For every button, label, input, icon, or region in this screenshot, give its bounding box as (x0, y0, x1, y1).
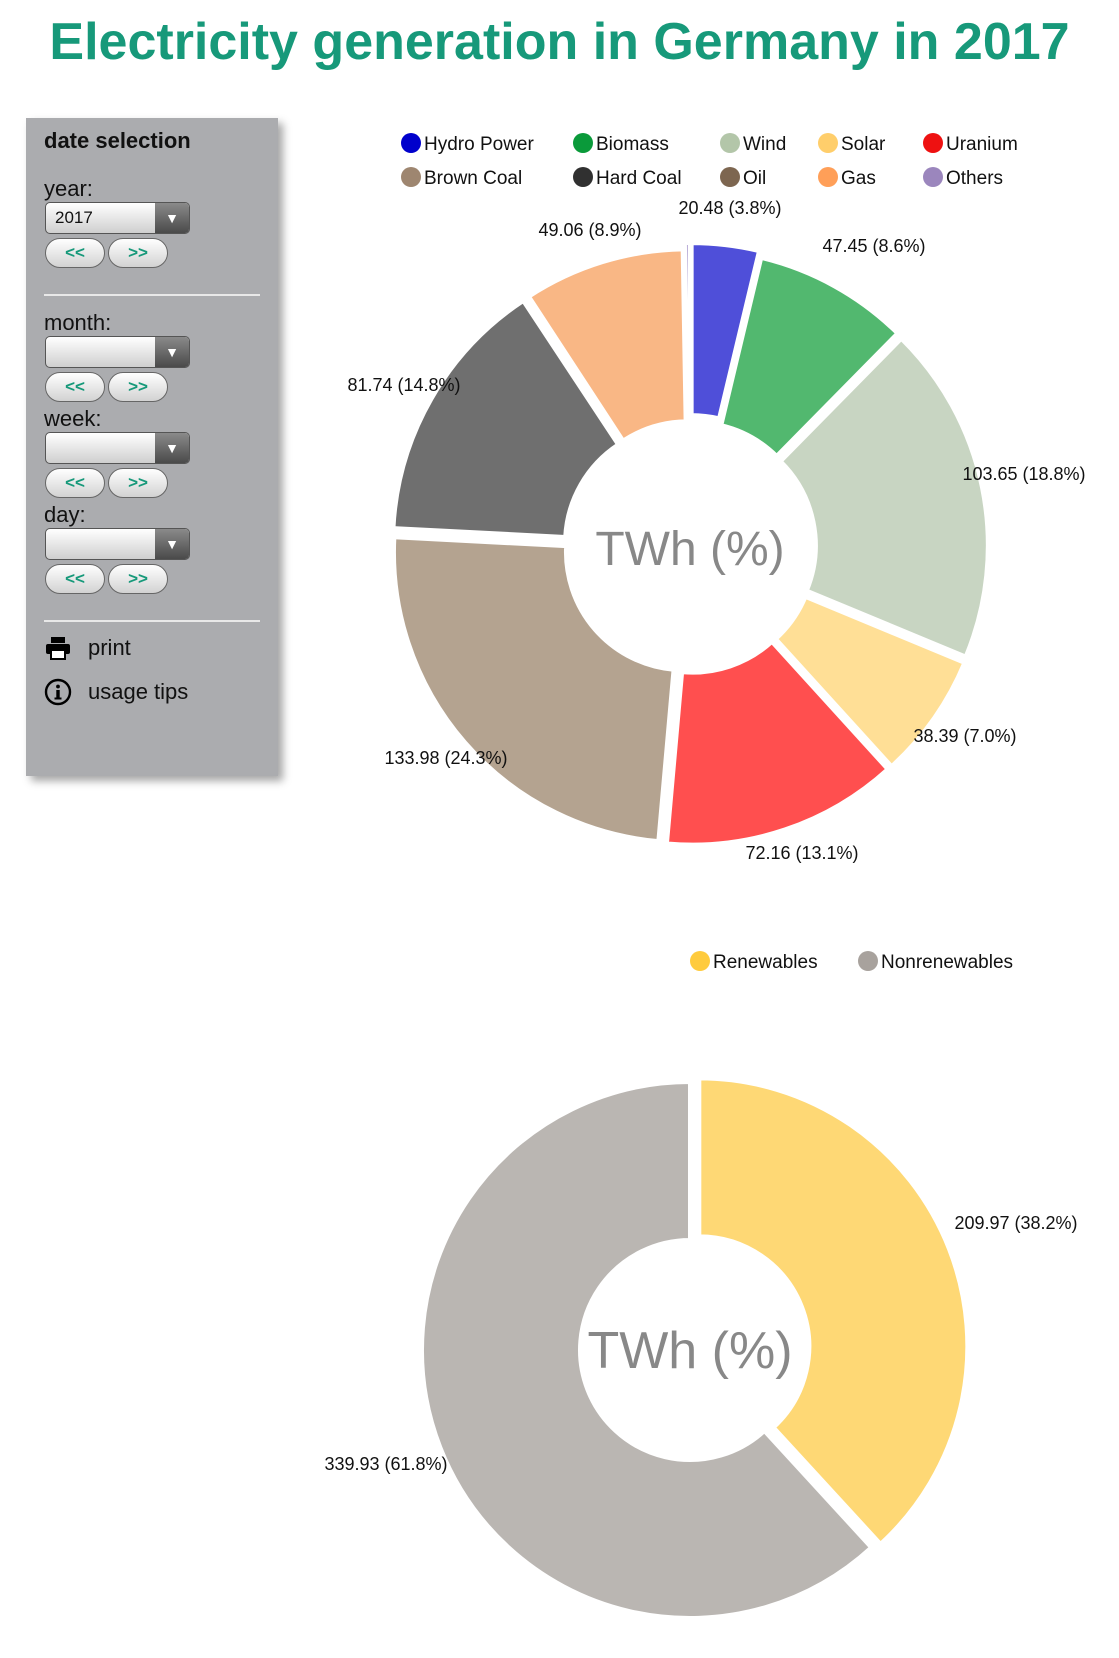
legend-swatch (401, 133, 421, 153)
month-select[interactable]: ▼ (45, 336, 190, 368)
page-title: Electricity generation in Germany in 201… (49, 13, 1070, 71)
data-label-hydro-power: 20.48 (3.8%) (678, 198, 781, 218)
legend-item-solar[interactable]: Solar (818, 133, 886, 155)
data-label-hard-coal: 81.74 (14.8%) (347, 375, 460, 395)
legend-label: Solar (841, 134, 886, 155)
legend-label: Others (946, 168, 1003, 189)
month-next-button[interactable]: >> (108, 372, 168, 402)
legend-swatch (401, 167, 421, 187)
slice-solar[interactable] (773, 594, 967, 769)
data-label-wind: 103.65 (18.8%) (962, 464, 1085, 484)
year-select-value: 2017 (55, 208, 93, 227)
info-icon (44, 678, 72, 706)
data-label-nonrenewables: 339.93 (61.8%) (324, 1454, 447, 1474)
year-next-button[interactable]: >> (108, 238, 168, 268)
legend-item-biomass[interactable]: Biomass (573, 133, 669, 155)
week-label: week: (44, 406, 102, 431)
slice-hydro-power[interactable] (689, 241, 762, 421)
legend-swatch (720, 133, 740, 153)
printer-icon (44, 634, 72, 662)
slice-gas[interactable] (527, 247, 688, 443)
legend-swatch (573, 133, 593, 153)
legend-label: Uranium (946, 134, 1018, 155)
slice-brown-coal[interactable] (391, 535, 676, 844)
legend-label: Oil (743, 168, 766, 189)
week-next-button[interactable]: >> (108, 468, 168, 498)
legend-item-others[interactable]: Others (923, 167, 1003, 189)
legend-item-brown-coal[interactable]: Brown Coal (401, 167, 522, 189)
divider (44, 620, 260, 622)
year-label: year: (44, 176, 93, 201)
usage-tips-label: usage tips (88, 679, 189, 704)
slice-renewables[interactable] (697, 1076, 970, 1546)
slice-wind[interactable] (778, 336, 990, 659)
legend-label: Wind (743, 134, 786, 155)
month-label: month: (44, 310, 112, 335)
legend-swatch (573, 167, 593, 187)
week-prev-button[interactable]: << (45, 468, 105, 498)
date-selection-title: date selection (44, 128, 191, 153)
legend-label: Nonrenewables (881, 952, 1013, 973)
legend-label: Renewables (713, 952, 818, 973)
divider (44, 294, 260, 296)
data-label-solar: 38.39 (7.0%) (913, 726, 1016, 746)
month-prev-button[interactable]: << (45, 372, 105, 402)
slice-uranium[interactable] (664, 639, 890, 847)
legend-swatch (818, 133, 838, 153)
day-label: day: (44, 502, 86, 527)
renewables-share-chart: 209.97 (38.2%) 339.93 (61.8%) TWh (%) Renew… (324, 951, 1078, 1620)
slice-hard-coal[interactable] (391, 299, 621, 539)
usage-tips-button[interactable]: usage tips (44, 678, 188, 706)
data-label-gas: 49.06 (8.9%) (538, 220, 641, 240)
chevron-down-icon: ▼ (155, 337, 189, 367)
legend-swatch (858, 951, 878, 971)
data-label-renewables: 209.97 (38.2%) (954, 1213, 1077, 1233)
center-label: TWh (%) (595, 523, 784, 576)
data-label-uranium: 72.16 (13.1%) (745, 843, 858, 863)
legend-item-renewables[interactable]: Renewables (690, 951, 818, 973)
legend-item-nonrenewables[interactable]: Nonrenewables (858, 951, 1013, 973)
legend-swatch (720, 167, 740, 187)
slice-nonrenewables[interactable] (420, 1080, 874, 1620)
legend-item-uranium[interactable]: Uranium (923, 133, 1018, 155)
day-next-button[interactable]: >> (108, 564, 168, 594)
chevron-down-icon: ▼ (155, 529, 189, 559)
year-prev-button[interactable]: << (45, 238, 105, 268)
slice-oil[interactable] (523, 295, 624, 444)
data-label-brown-coal: 133.98 (24.3%) (384, 748, 507, 768)
day-select[interactable]: ▼ (45, 528, 190, 560)
legend-label: Biomass (596, 134, 669, 155)
legend-item-hard-coal[interactable]: Hard Coal (573, 167, 682, 189)
slice-others[interactable] (682, 241, 692, 418)
legend-swatch (923, 133, 943, 153)
week-select[interactable]: ▼ (45, 432, 190, 464)
legend-swatch (923, 167, 943, 187)
legend-label: Hard Coal (596, 168, 682, 189)
data-label-biomass: 47.45 (8.6%) (822, 236, 925, 256)
legend-item-hydro-power[interactable]: Hydro Power (401, 133, 534, 155)
date-selection-panel: date selection year: 2017 ▼ << >> month:… (26, 118, 278, 776)
legend-label: Hydro Power (424, 134, 534, 155)
legend-swatch (690, 951, 710, 971)
legend-label: Brown Coal (424, 168, 522, 189)
print-button[interactable]: print (44, 634, 131, 662)
chevron-down-icon: ▼ (155, 203, 189, 233)
legend-item-wind[interactable]: Wind (720, 133, 786, 155)
generation-by-source-chart: 20.48 (3.8%) 47.45 (8.6%) 103.65 (18.8%) 38… (347, 133, 1086, 863)
center-label: TWh (%) (587, 1322, 792, 1380)
legend-item-gas[interactable]: Gas (818, 167, 876, 189)
slice-biomass[interactable] (719, 255, 900, 458)
year-select[interactable]: 2017 ▼ (45, 202, 190, 234)
legend-label: Gas (841, 168, 876, 189)
legend-swatch (818, 167, 838, 187)
chevron-down-icon: ▼ (155, 433, 189, 463)
legend-item-oil[interactable]: Oil (720, 167, 766, 189)
day-prev-button[interactable]: << (45, 564, 105, 594)
print-label: print (88, 635, 131, 660)
